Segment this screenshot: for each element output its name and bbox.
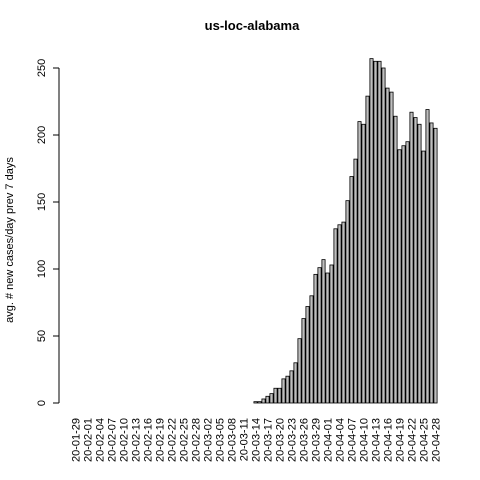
x-tick-label: 20-03-05 (215, 418, 227, 462)
bar (401, 145, 406, 404)
bar (321, 259, 326, 404)
x-tick-label: 20-02-04 (95, 418, 107, 462)
x-tick-label: 20-04-07 (347, 418, 359, 462)
bar (349, 176, 354, 404)
x-tick-label: 20-04-19 (395, 418, 407, 462)
x-tick-label: 20-03-02 (203, 418, 215, 462)
x-tick-label: 20-02-07 (107, 418, 119, 462)
bar (421, 150, 426, 404)
bar (309, 295, 314, 404)
x-tick-label: 20-02-25 (179, 418, 191, 462)
bar (253, 401, 258, 404)
x-tick-label: 20-03-14 (251, 418, 263, 462)
x-tick-label: 20-04-22 (407, 418, 419, 462)
bar (333, 228, 338, 404)
bar (273, 387, 278, 404)
x-tick-label: 20-04-10 (359, 418, 371, 462)
bar (261, 398, 266, 404)
x-tick-label: 20-03-29 (311, 418, 323, 462)
y-tick-label: 0 (36, 400, 48, 406)
bar (409, 111, 414, 404)
bar (361, 123, 366, 404)
x-tick-label: 20-02-28 (191, 418, 203, 462)
bar (285, 375, 290, 404)
x-tick-label: 20-02-22 (167, 418, 179, 462)
bar (329, 264, 334, 404)
bar (397, 149, 402, 404)
bar (301, 318, 306, 404)
y-tick-label: 150 (36, 193, 48, 211)
y-tick-label: 250 (36, 59, 48, 77)
x-tick-label: 20-03-20 (275, 418, 287, 462)
x-tick-label: 20-04-25 (419, 418, 431, 462)
x-tick-label: 20-02-13 (131, 418, 143, 462)
bar (429, 122, 434, 404)
bar (345, 200, 350, 404)
bar (293, 362, 298, 404)
bar (389, 91, 394, 404)
bar (413, 117, 418, 404)
bar (277, 387, 282, 404)
x-tick-label: 20-04-13 (371, 418, 383, 462)
bar (305, 306, 310, 404)
bar (377, 60, 382, 404)
bar (281, 378, 286, 404)
x-tick-label: 20-03-08 (227, 418, 239, 462)
bar (357, 121, 362, 404)
bar (365, 95, 370, 404)
x-tick-label: 20-03-11 (239, 418, 251, 461)
y-tick-label: 50 (36, 330, 48, 342)
bar (417, 123, 422, 404)
bar (393, 115, 398, 404)
x-tick-label: 20-03-26 (299, 418, 311, 462)
bar (325, 272, 330, 404)
x-tick-label: 20-04-01 (323, 418, 335, 462)
bar (405, 141, 410, 404)
x-tick-label: 20-02-19 (155, 418, 167, 462)
x-tick-label: 20-02-10 (119, 418, 131, 462)
bar (257, 401, 262, 404)
bar (317, 267, 322, 404)
y-tick-label: 100 (36, 260, 48, 278)
bar (297, 338, 302, 404)
y-tick-label: 200 (36, 126, 48, 144)
bar (381, 67, 386, 404)
bar (369, 58, 374, 404)
bar (341, 221, 346, 404)
x-tick-label: 20-03-23 (287, 418, 299, 462)
bar (289, 370, 294, 404)
bar (337, 224, 342, 404)
x-tick-label: 20-02-01 (83, 418, 95, 462)
bar (269, 393, 274, 404)
chart-title: us-loc-alabama (205, 18, 300, 33)
bar (313, 273, 318, 404)
bar (385, 87, 390, 404)
y-axis-label: avg. # new cases/day prev 7 days (4, 157, 16, 323)
bar (265, 395, 270, 404)
bar (433, 127, 438, 404)
x-tick-label: 20-03-17 (263, 418, 275, 462)
bar (353, 158, 358, 404)
bar (373, 60, 378, 404)
bar (425, 109, 430, 404)
x-tick-label: 20-02-16 (143, 418, 155, 462)
x-tick-label: 20-04-28 (431, 418, 443, 462)
x-tick-label: 20-04-16 (383, 418, 395, 462)
x-tick-label: 20-01-29 (71, 418, 83, 462)
x-tick-label: 20-04-04 (335, 418, 347, 462)
